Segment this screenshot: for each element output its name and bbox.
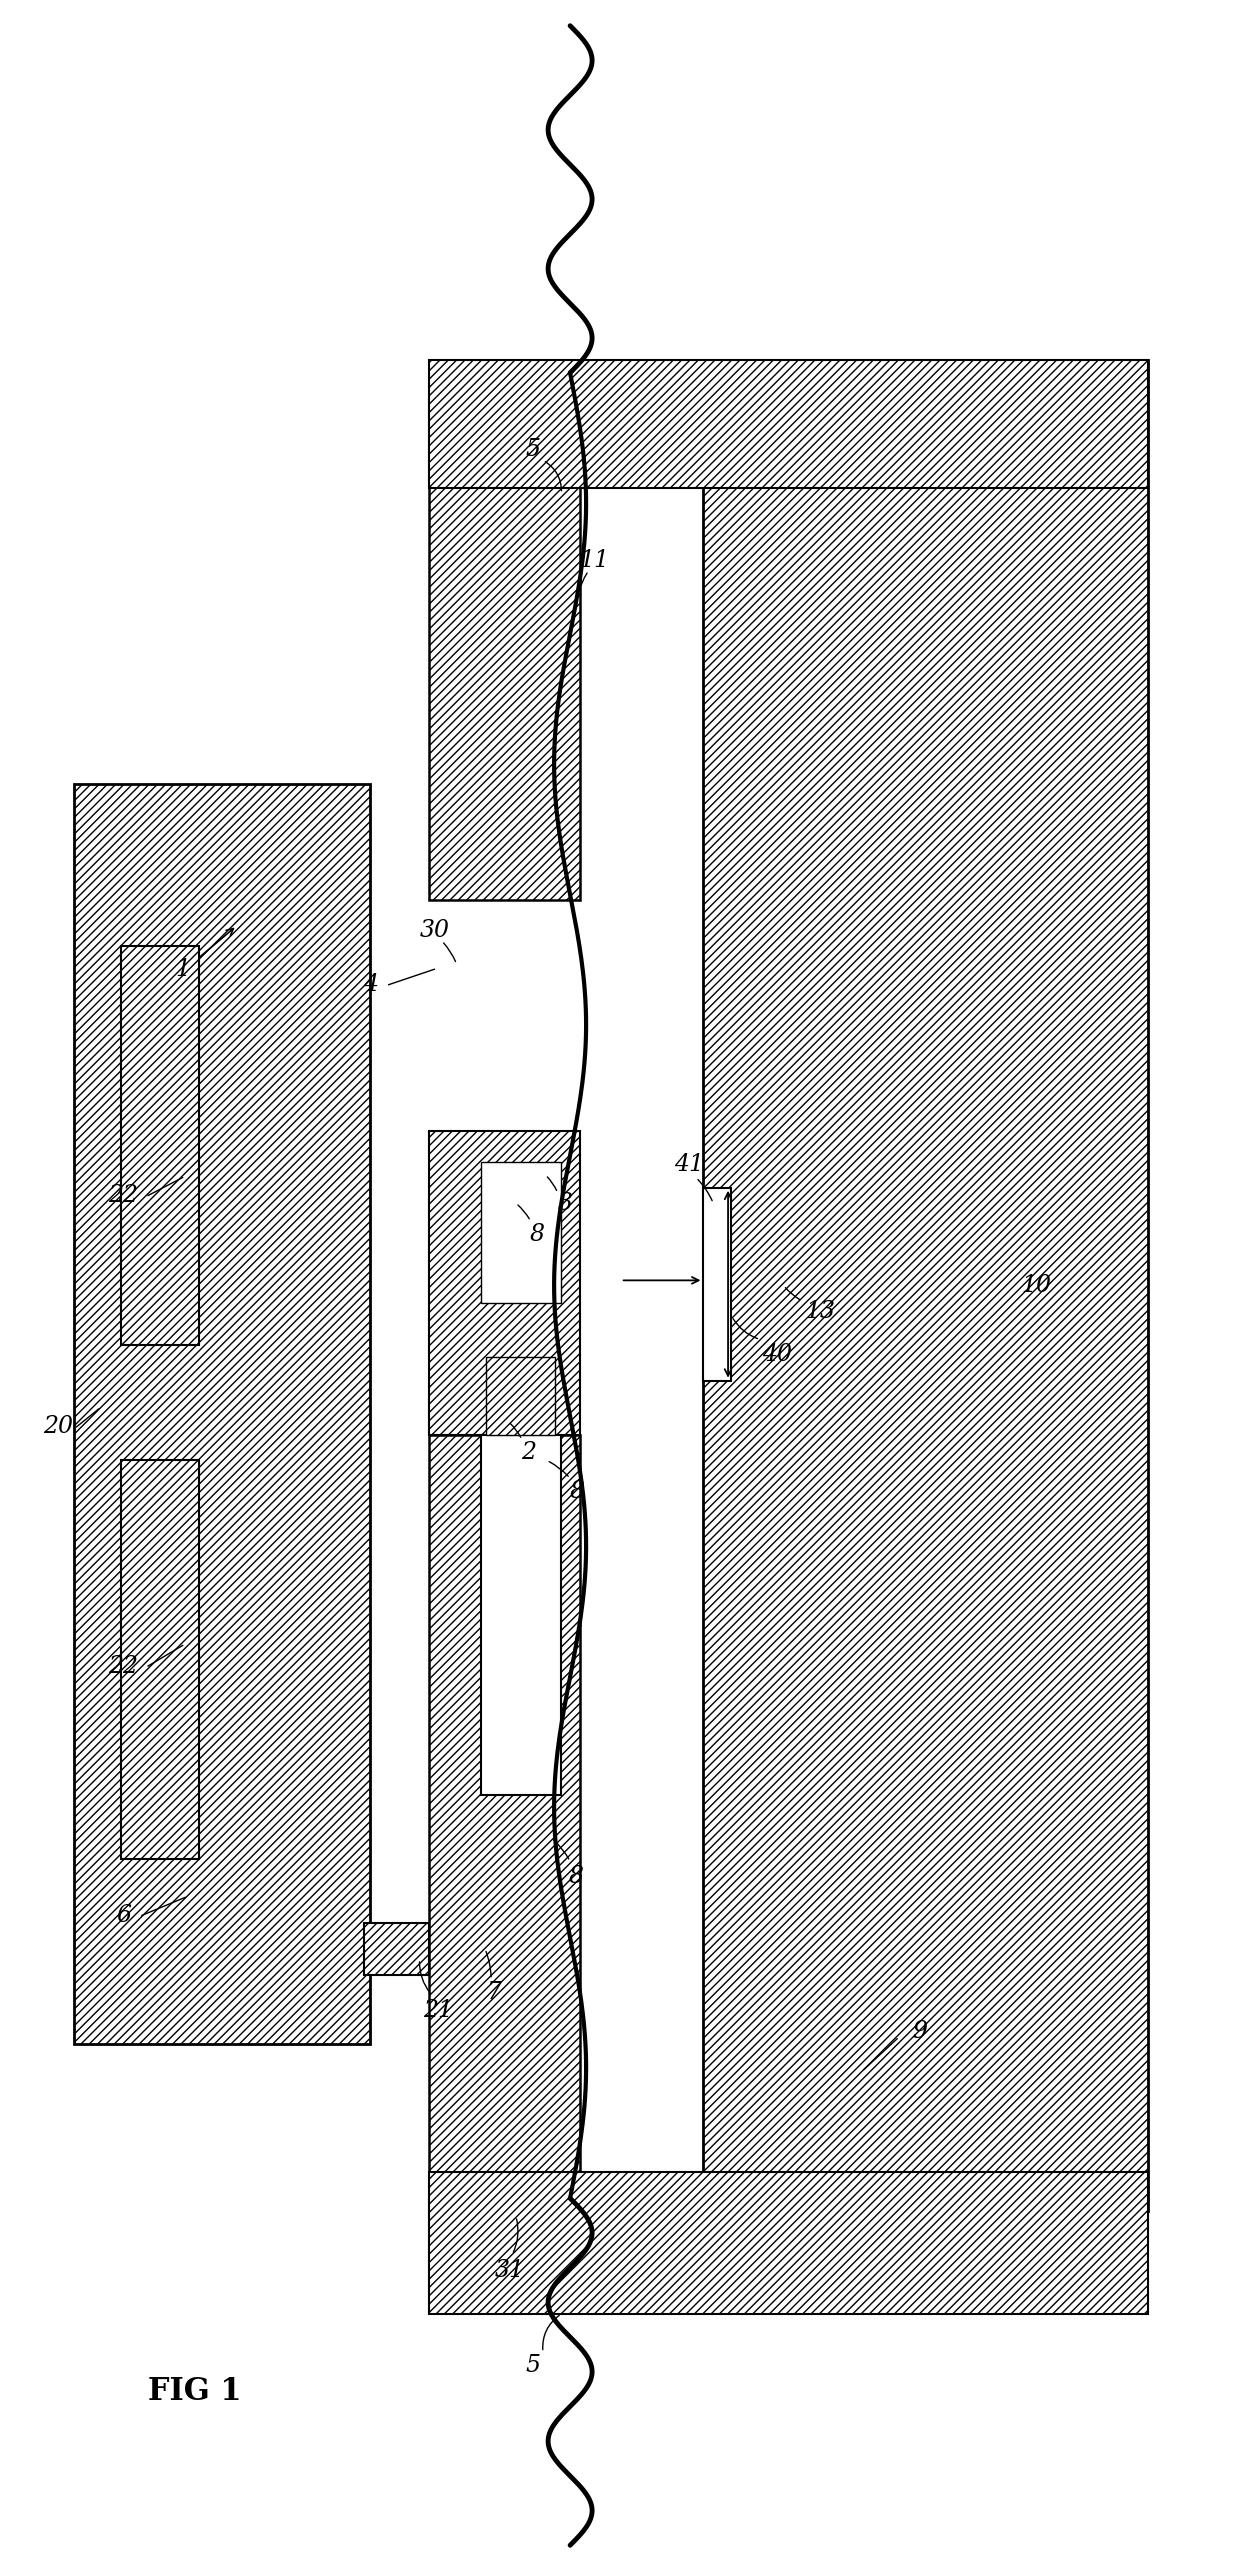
Text: 7: 7 xyxy=(486,1982,501,2003)
Bar xyxy=(429,1131,580,1435)
Text: 10: 10 xyxy=(1022,1275,1051,1296)
Bar xyxy=(121,1460,199,1859)
Text: 8: 8 xyxy=(529,1224,544,1244)
Text: 6: 6 xyxy=(116,1905,131,1926)
Text: 13: 13 xyxy=(806,1301,835,1321)
Text: 2: 2 xyxy=(521,1442,536,1463)
Bar xyxy=(429,2172,1148,2314)
Text: 5: 5 xyxy=(526,2355,540,2376)
Text: 9: 9 xyxy=(912,2021,927,2041)
Text: 5: 5 xyxy=(526,440,540,460)
Text: 4: 4 xyxy=(363,974,378,995)
Text: 1: 1 xyxy=(175,959,190,980)
Bar xyxy=(429,476,580,900)
Text: 31: 31 xyxy=(495,2260,524,2280)
Bar xyxy=(364,1923,429,1975)
Bar xyxy=(703,360,1148,2211)
Bar xyxy=(74,784,370,2044)
Text: 22: 22 xyxy=(109,1656,138,1676)
Text: 21: 21 xyxy=(423,2000,453,2021)
Text: 3: 3 xyxy=(558,1193,573,1214)
Text: 22: 22 xyxy=(109,1185,138,1206)
Bar xyxy=(429,1435,580,2211)
Text: 8: 8 xyxy=(570,1481,585,1501)
Text: 20: 20 xyxy=(43,1417,73,1437)
Bar xyxy=(703,1188,731,1381)
Bar xyxy=(486,1357,555,1435)
Text: 40: 40 xyxy=(763,1345,792,1365)
Bar xyxy=(481,1435,561,1795)
Bar xyxy=(121,946,199,1345)
Bar xyxy=(429,360,1148,488)
Text: 8: 8 xyxy=(569,1867,584,1887)
Text: FIG 1: FIG 1 xyxy=(148,2376,242,2406)
Text: 41: 41 xyxy=(674,1154,703,1175)
Bar xyxy=(481,1162,561,1303)
Text: 11: 11 xyxy=(580,550,610,571)
Text: 30: 30 xyxy=(420,920,449,941)
